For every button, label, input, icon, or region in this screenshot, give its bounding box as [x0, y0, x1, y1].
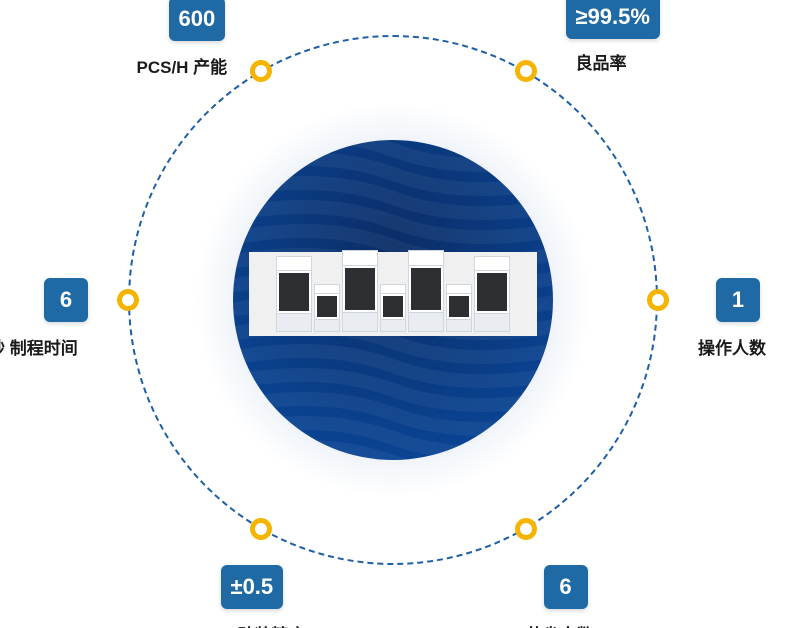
machine-unit — [408, 250, 444, 332]
metric-badge-labor-saved: 6 — [544, 565, 588, 609]
machine-unit — [276, 256, 312, 332]
metric-label-yield-rate: 良品率 — [576, 49, 627, 74]
metric-label-operators: 操作人数 — [698, 334, 766, 359]
machines-image — [249, 252, 537, 335]
machine-unit — [342, 250, 378, 332]
center-disc — [233, 140, 553, 460]
metric-label-placement-accuracy: mm 贴装精度 — [203, 621, 306, 628]
machine-unit — [380, 284, 406, 332]
metric-label-labor-saved: 节省人数 — [526, 621, 594, 628]
ring-dot-placement-accuracy — [250, 518, 272, 540]
ring-dot-cycle-time — [117, 289, 139, 311]
ring-dot-labor-saved — [515, 518, 537, 540]
machine-unit — [446, 284, 472, 332]
infographic-stage: 600 PCS/H 产能 6 秒 制程时间 ±0.5 mm 贴装精度 ≥99.5% 良品率 1 操… — [0, 0, 787, 628]
metric-label-throughput: PCS/H 产能 — [137, 53, 228, 78]
ring-dot-yield-rate — [515, 60, 537, 82]
machine-unit — [474, 256, 510, 332]
machine-unit — [314, 284, 340, 332]
ring-dot-operators — [647, 289, 669, 311]
metric-badge-yield-rate: ≥99.5% — [566, 0, 660, 39]
metric-badge-placement-accuracy: ±0.5 — [221, 565, 284, 609]
metric-label-cycle-time: 秒 制程时间 — [0, 334, 78, 359]
metric-badge-operators: 1 — [716, 278, 760, 322]
metric-badge-throughput: 600 — [169, 0, 226, 41]
ring-dot-throughput — [250, 60, 272, 82]
metric-badge-cycle-time: 6 — [44, 278, 88, 322]
